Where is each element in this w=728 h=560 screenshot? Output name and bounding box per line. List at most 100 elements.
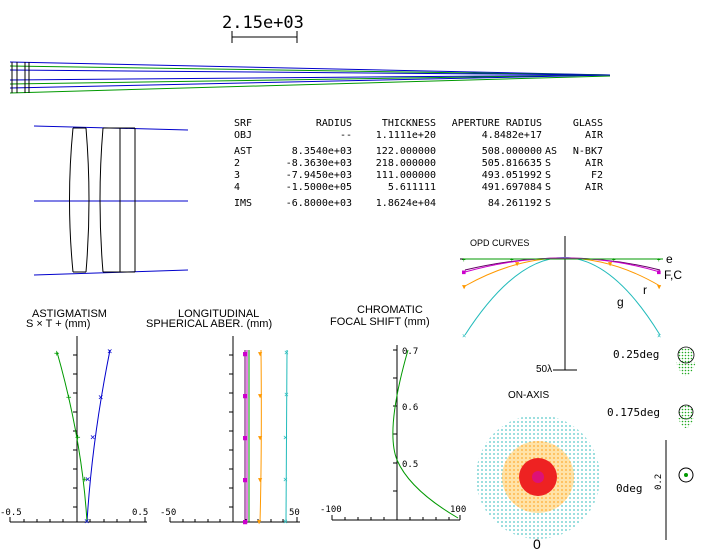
cell-glass: AIR xyxy=(584,182,603,193)
cell-thickness: 5.611111 xyxy=(387,182,436,193)
field-label-025: 0.25deg xyxy=(613,348,659,361)
cell-flag xyxy=(542,130,563,142)
table-row: AST 8.3540e+03 122.000000 508.000000 AS … xyxy=(234,142,603,158)
opd-label-e: e xyxy=(666,252,673,266)
svg-text:+: + xyxy=(612,257,616,264)
cell-radius: -7.9450e+03 xyxy=(285,170,352,181)
cell-aperture: 493.051992 xyxy=(481,170,542,181)
cell-srf: 2 xyxy=(234,158,241,169)
svg-text:×: × xyxy=(98,393,103,403)
svg-text:×: × xyxy=(283,475,288,484)
svg-text:+: + xyxy=(82,475,88,485)
chrom-xmin: -100 xyxy=(320,505,342,515)
on-axis-scale: 0 xyxy=(533,536,541,552)
chromatic-focal-shift-plot: CHROMATIC FOCAL SHIFT (mm) 0.7 0.6 0.5 -… xyxy=(320,304,466,521)
svg-text:▼: ▼ xyxy=(258,476,263,484)
svg-text:+: + xyxy=(66,393,72,403)
chrom-ytick-07: 0.7 xyxy=(402,347,418,357)
cell-thickness: 1.8624e+04 xyxy=(375,198,436,209)
lsa-xmin: -50 xyxy=(160,508,176,518)
svg-text:+: + xyxy=(462,257,466,264)
col-radius-header: RADIUS xyxy=(315,118,352,129)
lens-detail xyxy=(33,125,189,276)
chrom-title-2: FOCAL SHIFT (mm) xyxy=(330,316,430,328)
cell-srf: IMS xyxy=(234,198,253,209)
svg-text:■: ■ xyxy=(243,392,248,400)
on-axis-spot-diagram: ON-AXIS 0 xyxy=(476,390,600,552)
chrom-xmax: 100 xyxy=(450,505,466,515)
cell-thickness: 122.000000 xyxy=(375,146,436,157)
col-srf-header: SRF xyxy=(234,118,253,129)
svg-text:+: + xyxy=(657,257,661,264)
opd-title: OPD CURVES xyxy=(470,238,529,248)
svg-text:×: × xyxy=(284,348,289,357)
svg-text:■: ■ xyxy=(243,476,248,484)
cell-thickness: 218.000000 xyxy=(375,158,436,169)
svg-text:▼: ▼ xyxy=(657,283,662,291)
cell-radius: -8.3630e+03 xyxy=(285,158,352,169)
chrom-ytick-05: 0.5 xyxy=(402,460,418,470)
svg-text:×: × xyxy=(657,332,661,340)
svg-text:×: × xyxy=(85,475,90,485)
opd-label-r: r xyxy=(643,283,647,297)
svg-text:+: + xyxy=(510,257,514,264)
svg-text:■: ■ xyxy=(243,350,248,358)
cell-flag: S xyxy=(545,158,552,169)
cell-aperture: 84.261192 xyxy=(487,198,542,209)
astig-legend: S × T + (mm) xyxy=(26,318,90,330)
astigmatism-plot: ASTIGMATISM S × T + (mm) × × × × × + + + + -0.5… xyxy=(0,308,148,527)
table-row: 4 -1.5000e+05 5.611111 491.697084 S AIR xyxy=(234,182,603,194)
table-row: 3 -7.9450e+03 111.000000 493.051992 S F2 xyxy=(234,170,603,182)
cell-srf: 3 xyxy=(234,170,241,181)
cell-glass: AIR xyxy=(584,158,603,169)
table-header-row: SRF RADIUS THICKNESS APERTURE RADIUS GLA… xyxy=(234,118,603,130)
svg-text:×: × xyxy=(283,517,288,526)
field-spot-diagrams: 0.25deg 0.175deg 0deg 0.2 xyxy=(607,346,696,540)
cell-aperture: 4.8482e+17 xyxy=(481,130,542,141)
cell-srf: AST xyxy=(234,146,253,157)
svg-text:×: × xyxy=(107,347,112,357)
svg-text:▼: ▼ xyxy=(462,283,467,291)
svg-text:×: × xyxy=(90,433,95,443)
cell-srf: OBJ xyxy=(234,130,253,141)
table-row: IMS -6.8000e+03 1.8624e+04 84.261192 S xyxy=(234,194,603,210)
surface-data-table: SRF RADIUS THICKNESS APERTURE RADIUS GLA… xyxy=(234,118,603,210)
scale-bar: 2.15e+03 xyxy=(222,13,304,43)
cell-flag: AS xyxy=(545,146,558,157)
astig-title: ASTIGMATISM xyxy=(32,308,107,320)
on-axis-title: ON-AXIS xyxy=(508,390,549,401)
opd-label-g: g xyxy=(617,295,624,309)
cell-glass: F2 xyxy=(590,170,603,181)
spherical-aberration-plot: LONGITUDINAL SPHERICAL ABER. (mm) ■■■■■ … xyxy=(146,308,300,526)
cell-aperture: 491.697084 xyxy=(481,182,542,193)
svg-text:▼: ▼ xyxy=(258,350,263,358)
field-label-0175: 0.175deg xyxy=(607,406,660,419)
lsa-title-2: SPHERICAL ABER. (mm) xyxy=(146,318,272,330)
cell-aperture: 505.816635 xyxy=(481,158,542,169)
col-flag-header xyxy=(542,118,563,130)
astig-xmax: 0.5 xyxy=(132,508,148,518)
opd-scale-label: 50λ xyxy=(536,364,552,375)
astig-xmin: -0.5 xyxy=(0,508,22,518)
table-row: 2 -8.3630e+03 218.000000 505.816635 S AI… xyxy=(234,158,603,170)
system-layout xyxy=(9,61,611,94)
cell-glass xyxy=(563,194,603,210)
svg-text:■: ■ xyxy=(657,269,661,276)
svg-text:▼: ▼ xyxy=(608,260,613,268)
svg-text:■: ■ xyxy=(462,269,466,276)
cell-glass: N-BK7 xyxy=(572,146,603,157)
lsa-title-1: LONGITUDINAL xyxy=(178,308,259,320)
cell-glass: AIR xyxy=(584,130,603,141)
scale-bar-label: 2.15e+03 xyxy=(222,13,304,33)
cell-aperture: 508.000000 xyxy=(481,146,542,157)
svg-text:×: × xyxy=(462,332,466,340)
col-thickness-header: THICKNESS xyxy=(381,118,436,129)
cell-flag: S xyxy=(545,198,552,209)
cell-radius: -6.8000e+03 xyxy=(285,198,352,209)
table-row: OBJ -- 1.1111e+20 4.8482e+17 AIR xyxy=(234,130,603,142)
cell-thickness: 111.000000 xyxy=(375,170,436,181)
col-glass-header: GLASS xyxy=(572,118,603,129)
svg-text:■: ■ xyxy=(243,518,248,526)
svg-text:■: ■ xyxy=(243,434,248,442)
